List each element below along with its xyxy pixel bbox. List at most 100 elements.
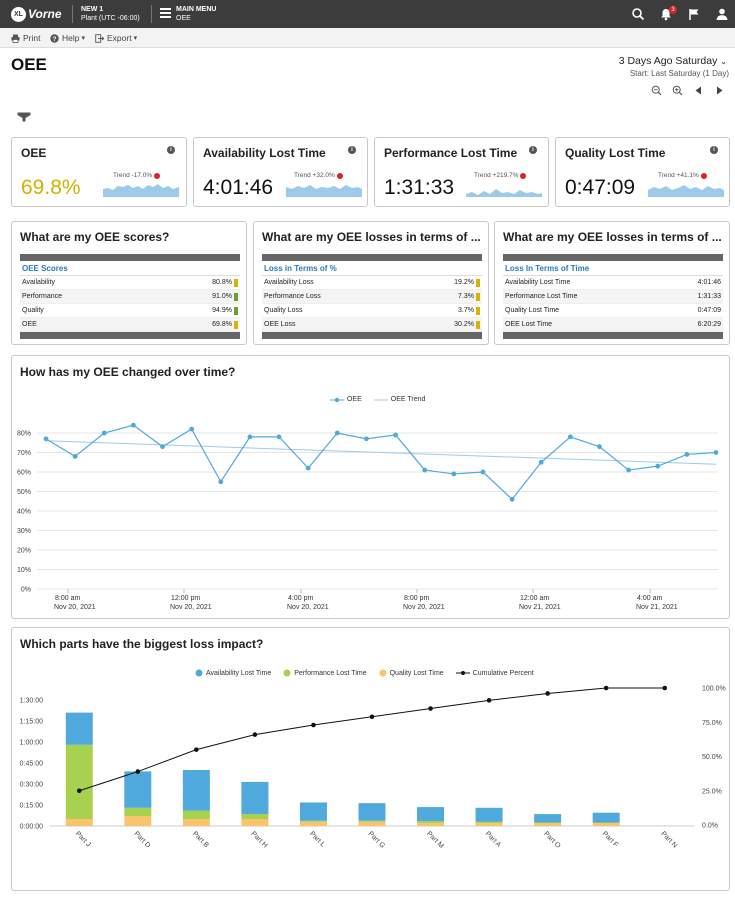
- x-tick-label: Part N: [659, 830, 678, 849]
- trend-label: Trend -17.0%: [113, 172, 161, 179]
- legend-item-quality[interactable]: Quality Lost Time: [379, 669, 444, 677]
- row-label: Availability Lost Time: [505, 279, 571, 286]
- export-menu[interactable]: Export ▾: [95, 33, 137, 43]
- oee-data-point: [509, 496, 515, 502]
- legend-item-oee-trend[interactable]: OEE Trend: [373, 396, 425, 403]
- card-title: What are my OEE losses in terms of ...: [262, 230, 481, 244]
- help-menu[interactable]: ? Help ▾: [50, 33, 85, 43]
- table-footer-bar: [20, 332, 240, 339]
- x-tick-date: Nov 21, 2021: [636, 604, 678, 611]
- chart-legend: OEE OEE Trend: [330, 396, 437, 403]
- row-value: 1:31:33: [697, 293, 721, 300]
- print-label: Print: [23, 33, 41, 43]
- search-icon[interactable]: [631, 7, 645, 21]
- table-row: Performance Loss 7.3%: [262, 290, 482, 304]
- y-tick-label: 80%: [17, 431, 31, 438]
- y-tick-label: 30%: [17, 528, 31, 535]
- info-icon[interactable]: i: [348, 146, 356, 154]
- bell-icon[interactable]: [659, 7, 673, 21]
- sparkline: [466, 189, 542, 197]
- quality-bar: [358, 821, 386, 826]
- availability-bar: [182, 770, 210, 811]
- x-tick-label: 4:00 pm: [288, 595, 313, 602]
- performance-bar: [241, 814, 269, 819]
- date-range-start: Start: Last Saturday (1 Day): [629, 69, 729, 78]
- legend-item-availability[interactable]: Availability Lost Time: [195, 669, 271, 677]
- status-swatch: [476, 306, 480, 315]
- oee-data-point: [393, 432, 398, 438]
- kpi-card-oee[interactable]: OEE i 69.8% Trend -17.0%: [11, 137, 187, 207]
- main-menu-button[interactable]: MAIN MENU OEE: [176, 5, 216, 23]
- oee-data-point: [160, 444, 165, 450]
- x-tick-label: 8:00 am: [55, 595, 80, 602]
- red-dot-icon: [700, 172, 707, 179]
- loss-percent-card: What are my OEE losses in terms of ... L…: [253, 221, 489, 345]
- availability-bar: [358, 803, 386, 821]
- cumulative-point: [486, 698, 492, 703]
- y-tick-label-left: 1:30:00: [20, 698, 43, 705]
- quality-bar: [124, 816, 152, 826]
- kpi-card-performance[interactable]: Performance Lost Time i 1:31:33 Trend +2…: [374, 137, 549, 207]
- y-tick-label-left: 1:15:00: [20, 719, 43, 726]
- table-row: Availability Loss 19.2%: [262, 276, 482, 290]
- quality-bar: [417, 823, 445, 826]
- kpi-card-availability[interactable]: Availability Lost Time i 4:01:46 Trend +…: [193, 137, 368, 207]
- zoom-in-icon[interactable]: [672, 85, 683, 96]
- red-dot-icon: [520, 172, 527, 179]
- availability-bar: [475, 807, 503, 822]
- legend-item-performance[interactable]: Performance Lost Time: [283, 669, 367, 677]
- row-label: Quality: [22, 307, 44, 314]
- row-value: 69.8%: [212, 321, 232, 328]
- chart-title: Which parts have the biggest loss impact…: [20, 637, 264, 651]
- cumulative-point: [194, 747, 199, 752]
- logo[interactable]: XL Vorne: [11, 6, 62, 22]
- print-button[interactable]: Print: [11, 33, 40, 43]
- y-tick-label: 20%: [17, 548, 31, 555]
- table-body: Availability Lost Time 4:01:46 Performanc…: [503, 276, 723, 332]
- info-icon[interactable]: i: [167, 146, 175, 154]
- legend-item-oee[interactable]: OEE: [330, 396, 362, 403]
- trend-label: Trend +41.1%: [658, 172, 707, 179]
- oee-data-point: [480, 469, 486, 475]
- table-row: OEE 69.8%: [20, 318, 240, 332]
- cumulative-line: [79, 687, 665, 792]
- zoom-out-icon[interactable]: [651, 85, 662, 96]
- parts-loss-card: Which parts have the biggest loss impact…: [11, 627, 730, 891]
- table-footer-bar: [262, 332, 482, 339]
- date-range-selector[interactable]: 3 Days Ago Saturday ⌄: [619, 55, 727, 67]
- card-title: What are my OEE scores?: [20, 230, 170, 244]
- x-tick-label: Part L: [308, 830, 326, 848]
- y-tick-label-left: 0:45:00: [20, 761, 43, 768]
- parts-bar-chart: 1:30:00 1:15:00 1:00:00 0:45:00 0:30:00 0:15:…: [20, 686, 726, 851]
- legend-label: Availability Lost Time: [206, 669, 272, 677]
- cumulative-point: [545, 691, 550, 696]
- main-menu-label: MAIN MENU: [176, 6, 217, 13]
- next-icon[interactable]: [714, 85, 725, 96]
- kpi-card-quality[interactable]: Quality Lost Time i 0:47:09 Trend +41.1%: [555, 137, 730, 207]
- table-header-bar: [262, 254, 482, 261]
- availability-bar: [124, 771, 152, 808]
- previous-icon[interactable]: [693, 85, 704, 96]
- card-title: What are my OEE losses in terms of ...: [503, 230, 722, 244]
- hamburger-menu-icon[interactable]: [160, 8, 171, 18]
- user-icon[interactable]: [715, 7, 729, 21]
- info-icon[interactable]: i: [529, 146, 537, 154]
- flag-icon[interactable]: [687, 7, 701, 21]
- oee-data-point: [597, 444, 602, 450]
- x-tick-label: 12:00 pm: [171, 595, 200, 602]
- y-tick-label-left: 0:15:00: [20, 803, 43, 810]
- station-selector[interactable]: NEW 1 Plant (UTC -06:00): [81, 5, 140, 23]
- table-row: Availability 80.8%: [20, 276, 240, 290]
- y-tick-label-left: 1:00:00: [20, 740, 43, 747]
- oee-data-point: [101, 430, 107, 436]
- availability-bar: [417, 807, 445, 822]
- legend-item-cumulative[interactable]: Cumulative Percent: [455, 670, 534, 677]
- y-tick-label-left: 0:30:00: [20, 782, 43, 789]
- trend-text: Trend +32.0%: [294, 172, 335, 179]
- help-label: Help: [62, 33, 80, 43]
- filter-icon[interactable]: [17, 112, 31, 122]
- info-icon[interactable]: i: [710, 146, 718, 154]
- y-tick-label: 0%: [21, 587, 31, 594]
- x-tick-label: 4:00 am: [637, 595, 662, 602]
- divider: [72, 5, 73, 23]
